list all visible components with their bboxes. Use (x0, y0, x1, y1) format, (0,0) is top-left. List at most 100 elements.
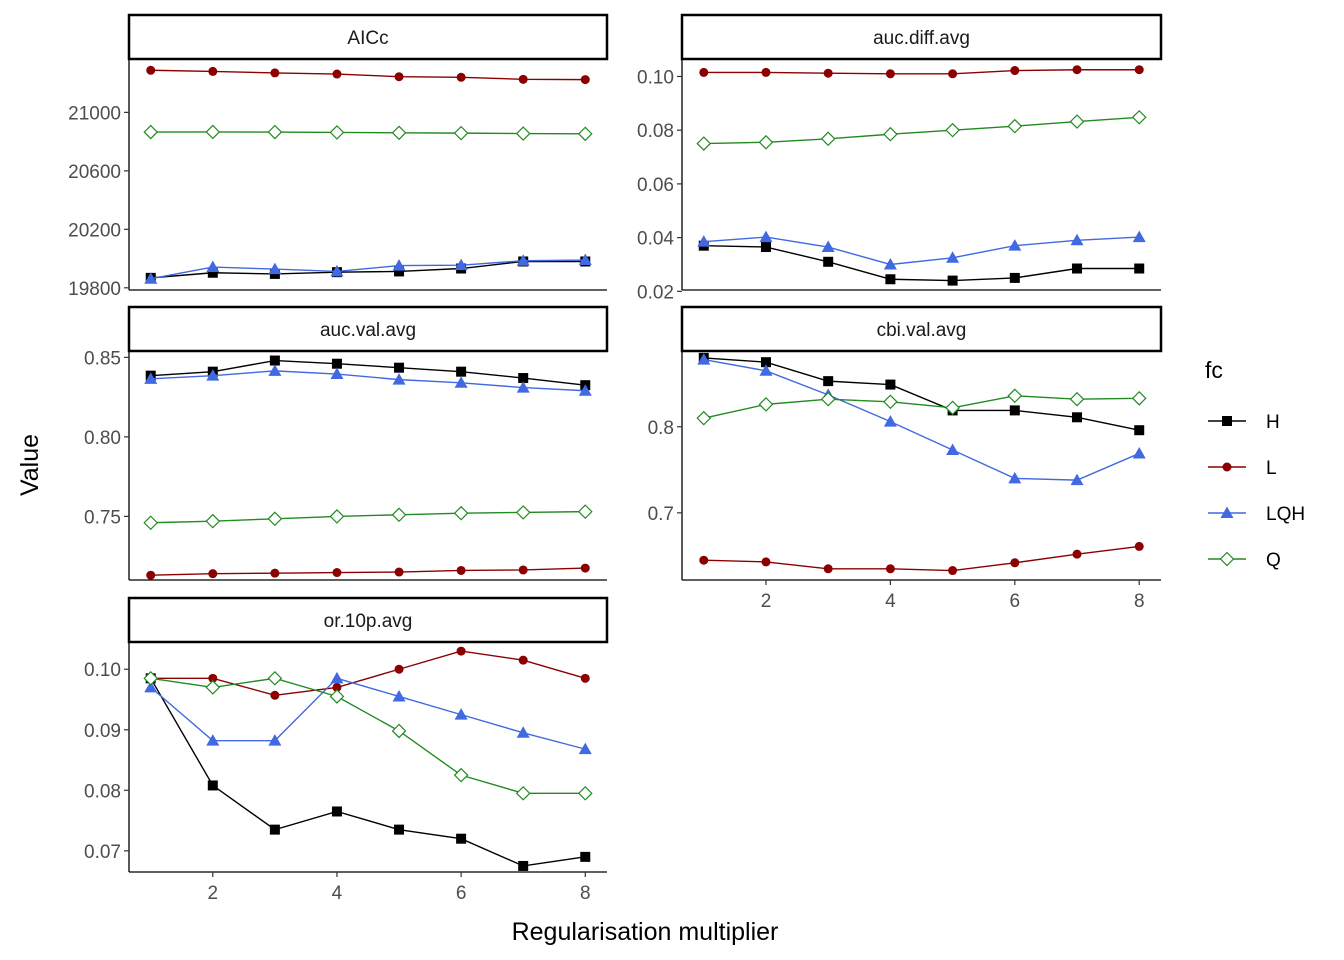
data-point (1008, 239, 1022, 251)
x-tick-label: 4 (332, 883, 343, 904)
series-l (146, 65, 590, 85)
data-point (945, 400, 960, 416)
series-l (699, 541, 1144, 576)
series-lqh (144, 253, 592, 284)
data-point (205, 124, 221, 140)
data-point (820, 131, 836, 147)
series-line (150, 567, 586, 576)
data-point (207, 267, 218, 278)
y-tick-label: 0.7 (648, 504, 674, 525)
legend-title: fc (1205, 357, 1223, 383)
data-point (391, 507, 407, 523)
data-point (392, 259, 406, 271)
legend-entry-l: L (1208, 458, 1277, 479)
panels: AICc 19800 20200 20600 21000 auc.diff.avg 0.02… (68, 13, 1163, 904)
data-point (331, 806, 342, 817)
facet-strip-label: AICc (347, 28, 388, 49)
data-point (454, 708, 468, 720)
legend-label: L (1266, 458, 1277, 479)
data-point (392, 373, 406, 385)
data-point (1072, 549, 1082, 559)
data-point (820, 391, 836, 407)
data-point (269, 824, 280, 835)
facet-strip (127, 305, 609, 353)
data-point (759, 364, 773, 376)
data-point (518, 373, 529, 384)
y-tick-label: 0.75 (84, 507, 121, 528)
data-point (1072, 263, 1083, 274)
y-tick-label: 0.08 (84, 781, 121, 802)
data-point (456, 72, 466, 82)
data-point (578, 742, 592, 755)
data-point (697, 353, 711, 365)
data-point (699, 67, 709, 77)
y-tick-label: 21000 (68, 103, 121, 124)
data-point (516, 254, 530, 266)
data-point (394, 824, 405, 835)
data-point (330, 264, 344, 277)
legend-label: LQH (1266, 504, 1305, 525)
legend-label: H (1266, 412, 1280, 433)
facet-or-10p-avg: or.10p.avg 0.07 0.08 0.09 0.10 2 4 6 8 (84, 596, 609, 904)
data-point (577, 126, 593, 142)
facet-strip-label: auc.val.avg (320, 320, 416, 341)
data-point (1131, 391, 1147, 406)
data-point (948, 69, 958, 79)
data-point (1069, 114, 1085, 129)
y-tick-label: 0.08 (637, 121, 674, 142)
data-point (269, 355, 280, 366)
data-point (1009, 272, 1020, 283)
data-point (206, 260, 220, 273)
data-point (332, 682, 342, 692)
data-point (696, 136, 712, 151)
x-tick-label: 8 (580, 883, 591, 904)
data-point (143, 670, 159, 686)
data-point (270, 568, 280, 578)
legend-marker (1219, 551, 1235, 567)
data-point (697, 235, 711, 247)
facet-strip (680, 13, 1163, 61)
data-point (270, 68, 280, 78)
data-point (391, 125, 407, 141)
legend-label: Q (1266, 550, 1281, 571)
data-point (1007, 118, 1023, 134)
data-point (330, 367, 344, 380)
data-point (1069, 391, 1085, 407)
series-line (150, 677, 586, 795)
data-point (143, 124, 159, 140)
facet-strip-label: cbi.val.avg (877, 320, 967, 341)
y-tick-label: 0.85 (84, 348, 121, 369)
data-point (208, 673, 218, 683)
facet-strip (127, 596, 609, 644)
data-point (267, 670, 283, 686)
data-point (267, 511, 283, 527)
series-l (146, 563, 590, 580)
series-line (150, 370, 586, 392)
data-point (518, 565, 528, 575)
data-point (1134, 425, 1145, 436)
x-tick-label: 2 (761, 591, 772, 612)
data-point (394, 72, 404, 82)
data-point (456, 833, 467, 844)
data-point (883, 257, 897, 270)
data-point (332, 69, 342, 79)
data-point (578, 253, 592, 266)
data-point (1134, 65, 1144, 75)
data-point (945, 122, 960, 138)
legend: fc H L LQH Q (1205, 357, 1305, 571)
data-point (453, 125, 469, 141)
x-tick-label: 4 (885, 591, 896, 612)
data-point (205, 680, 221, 695)
data-point (330, 671, 344, 684)
data-point (518, 74, 528, 84)
data-point (394, 664, 404, 674)
data-point (394, 266, 405, 277)
data-point (453, 505, 469, 521)
data-point (515, 505, 531, 520)
data-point (696, 410, 712, 426)
series-line (703, 395, 1140, 419)
facet-strip-label: or.10p.avg (324, 611, 413, 632)
series-q (143, 124, 593, 142)
series-line (703, 545, 1140, 572)
y-tick-label: 20200 (68, 220, 121, 241)
